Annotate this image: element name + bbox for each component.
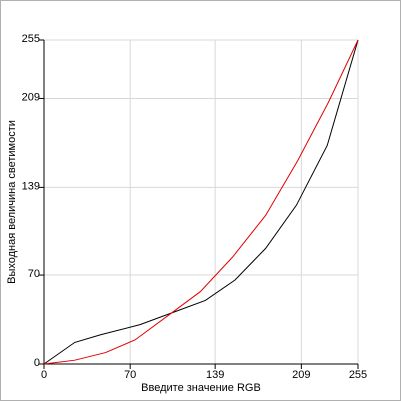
series-line <box>43 39 359 365</box>
x-tick-label: 70 <box>124 369 136 381</box>
y-tick-label: 70 <box>28 268 40 280</box>
y-tick-label: 209 <box>22 91 40 103</box>
x-tick-label: 209 <box>292 369 310 381</box>
x-tick-label: 255 <box>349 369 367 381</box>
series-line <box>43 39 359 365</box>
x-tick-label: 139 <box>206 369 224 381</box>
y-axis-label: Выходная величина светимости <box>6 120 18 284</box>
y-tick-label: 255 <box>22 33 40 45</box>
x-tick-label: 0 <box>41 369 47 381</box>
y-tick-label: 139 <box>22 180 40 192</box>
x-axis-label: Введите значение RGB <box>141 382 261 394</box>
y-tick-label: 0 <box>34 357 40 369</box>
